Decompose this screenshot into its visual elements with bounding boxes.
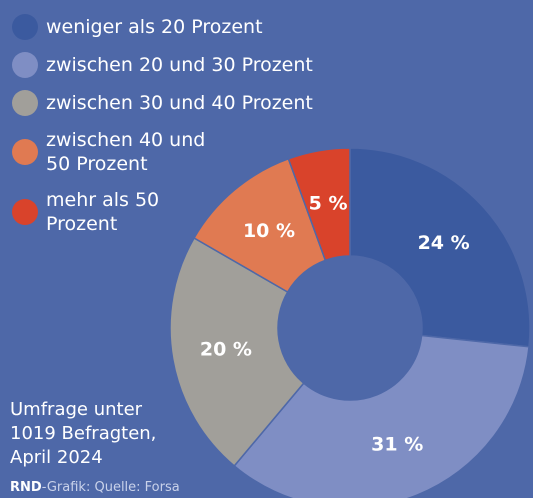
source: RND-Grafik: Quelle: Forsa xyxy=(10,480,180,495)
source-brand: RND xyxy=(10,480,42,495)
donut-segment xyxy=(233,334,530,498)
legend-label: weniger als 20 Prozent xyxy=(46,16,263,38)
legend-label: zwischen 20 und 30 Prozent xyxy=(46,54,313,76)
legend-item: zwischen 40 und 50 Prozent xyxy=(12,128,386,176)
data-label: 31 % xyxy=(371,433,423,455)
data-label: 20 % xyxy=(200,338,252,360)
legend-label: mehr als 50 Prozent xyxy=(46,189,160,235)
legend-swatch xyxy=(12,14,38,40)
legend-label: zwischen 30 und 40 Prozent xyxy=(46,92,313,114)
donut-segment xyxy=(169,236,305,467)
legend: weniger als 20 Prozent zwischen 20 und 30… xyxy=(12,14,386,248)
data-label: 5 % xyxy=(309,192,348,214)
donut-segment xyxy=(349,147,531,348)
note: Umfrage unter 1019 Befragten, April 2024 xyxy=(10,399,157,468)
legend-item: zwischen 20 und 30 Prozent xyxy=(12,52,386,78)
legend-item: weniger als 20 Prozent xyxy=(12,14,386,40)
legend-item: zwischen 30 und 40 Prozent xyxy=(12,90,386,116)
legend-swatch xyxy=(12,199,38,225)
legend-label: zwischen 40 und 50 Prozent xyxy=(46,129,206,175)
legend-swatch xyxy=(12,52,38,78)
source-text: -Grafik: Quelle: Forsa xyxy=(41,480,180,495)
donut-segment xyxy=(287,147,351,262)
legend-swatch xyxy=(12,90,38,116)
legend-item: mehr als 50 Prozent xyxy=(12,188,386,236)
data-label: 24 % xyxy=(418,232,470,254)
legend-swatch xyxy=(12,139,38,165)
data-label: 10 % xyxy=(243,220,295,242)
